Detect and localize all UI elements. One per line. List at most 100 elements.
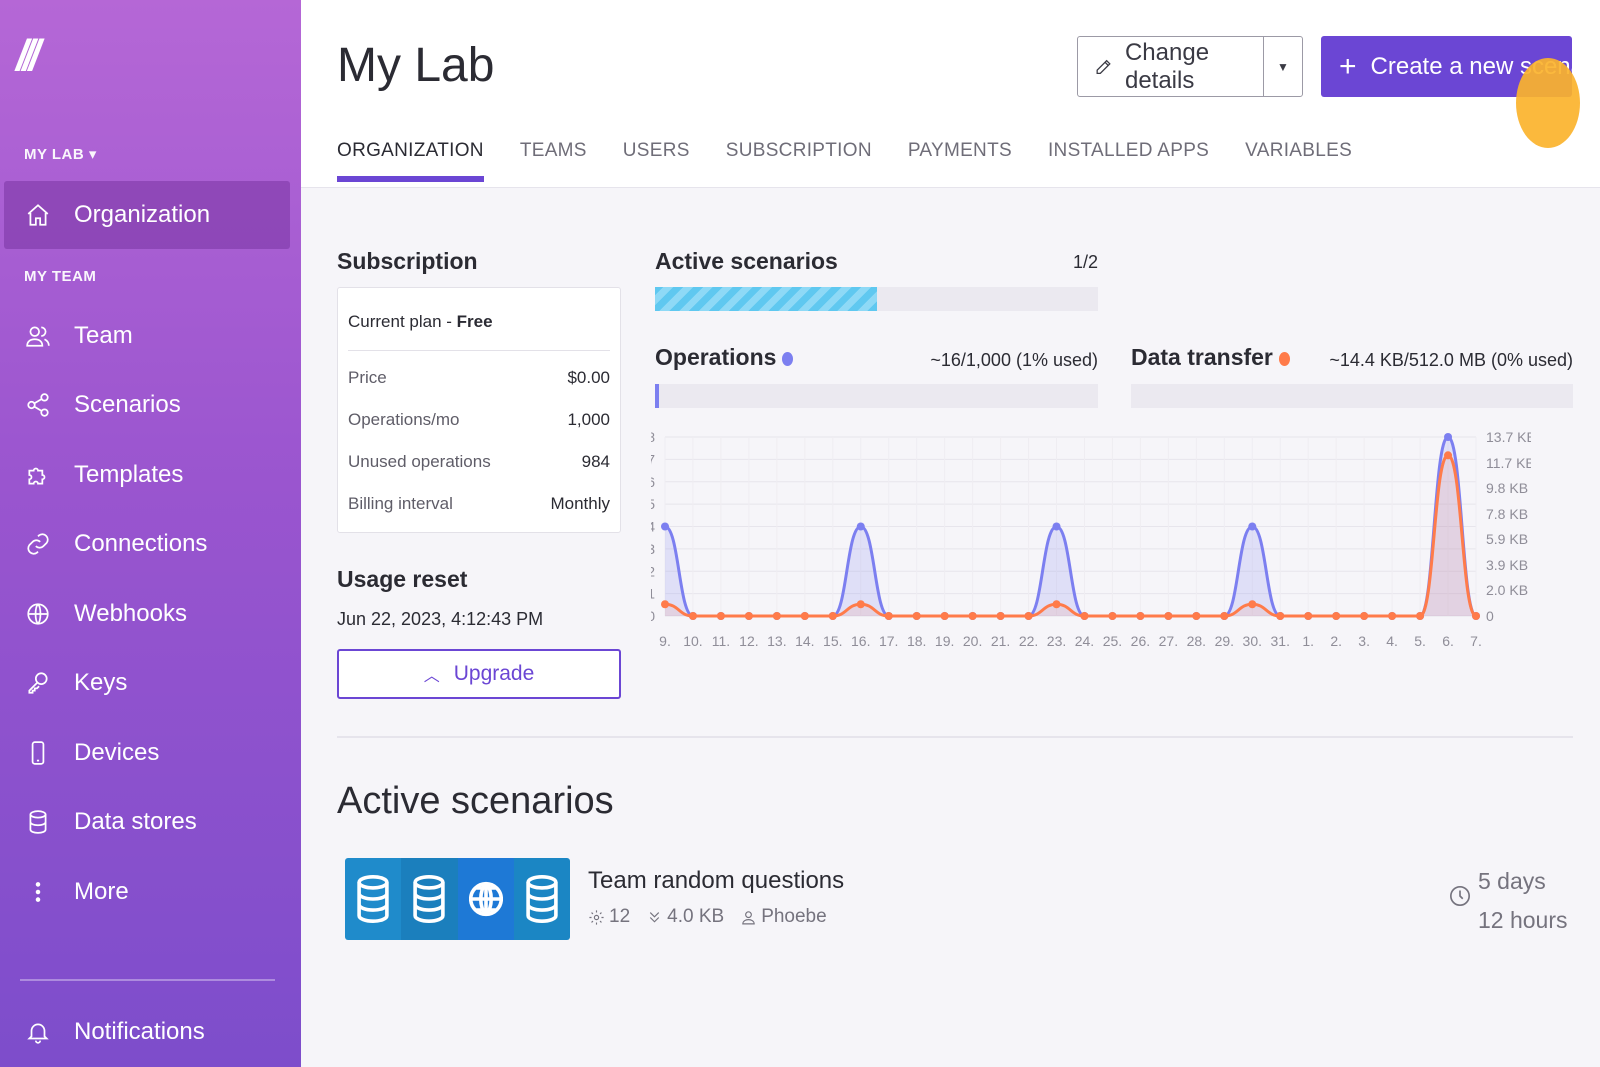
y-left-tick: 0 bbox=[651, 608, 655, 624]
operations-label: Operations bbox=[655, 344, 777, 370]
data-point bbox=[716, 612, 725, 620]
tab-installed-apps[interactable]: INSTALLED APPS bbox=[1047, 140, 1210, 161]
row-key: Price bbox=[348, 368, 387, 387]
x-tick: 18. bbox=[907, 633, 926, 649]
data-point bbox=[688, 612, 697, 620]
sidebar-item-notifications[interactable]: Notifications bbox=[4, 998, 290, 1066]
scenario-name[interactable]: Team random questions bbox=[588, 867, 845, 894]
data-point bbox=[1248, 522, 1257, 531]
x-tick: 4. bbox=[1386, 633, 1398, 649]
row-value: Monthly bbox=[550, 494, 610, 513]
x-tick: 29. bbox=[1215, 633, 1234, 649]
my-lab-switcher[interactable]: MY LAB ▾ bbox=[24, 146, 97, 163]
database-icon bbox=[401, 858, 458, 940]
change-details-button[interactable]: Change details ▼ bbox=[1077, 36, 1303, 97]
bell-icon bbox=[24, 1018, 52, 1046]
tab-subscription[interactable]: SUBSCRIPTION bbox=[725, 140, 872, 161]
subscription-heading: Subscription bbox=[337, 248, 478, 274]
sidebar-item-scenarios[interactable]: Scenarios bbox=[4, 371, 290, 439]
data-point bbox=[1388, 612, 1397, 620]
scenario-transfer: 4.0 KB bbox=[646, 906, 724, 928]
x-tick: 20. bbox=[963, 633, 982, 649]
data-transfer-label: Data transfer bbox=[1131, 344, 1273, 370]
data-point bbox=[1052, 522, 1061, 531]
data-point bbox=[1416, 612, 1425, 620]
x-tick: 19. bbox=[935, 633, 954, 649]
data-point bbox=[996, 612, 1005, 620]
sidebar-item-templates[interactable]: Templates bbox=[4, 441, 290, 509]
y-right-tick: 11.7 KB bbox=[1486, 455, 1531, 471]
tab-payments[interactable]: PAYMENTS bbox=[907, 140, 1012, 161]
data-transfer-legend-dot bbox=[1278, 351, 1290, 366]
series-area-operations bbox=[665, 437, 1476, 616]
x-tick: 13. bbox=[767, 633, 786, 649]
y-left-tick: 2 bbox=[651, 563, 655, 579]
operations-bar bbox=[655, 384, 1098, 408]
operations-bar-fill bbox=[655, 384, 660, 408]
x-tick: 2. bbox=[1330, 633, 1342, 649]
data-point bbox=[1304, 612, 1313, 620]
change-details-main[interactable]: Change details bbox=[1078, 37, 1264, 96]
globe-icon bbox=[24, 600, 52, 628]
data-point bbox=[1052, 600, 1061, 609]
data-point bbox=[772, 612, 781, 620]
y-left-tick: 3 bbox=[651, 541, 655, 557]
sidebar-item-label: Team bbox=[74, 322, 133, 349]
transfer-amount: 4.0 KB bbox=[667, 906, 725, 927]
sidebar-item-label: Scenarios bbox=[74, 391, 181, 418]
row-key: Unused operations bbox=[348, 452, 491, 471]
sidebar-item-webhooks[interactable]: Webhooks bbox=[4, 580, 290, 648]
cursor-highlight bbox=[1516, 58, 1580, 148]
database-icon bbox=[345, 858, 402, 940]
data-point bbox=[1220, 612, 1229, 620]
tab-organization[interactable]: ORGANIZATION bbox=[337, 140, 484, 182]
data-point bbox=[884, 612, 893, 620]
sidebar: /// MY LAB ▾ Organization MY TEAM Team S… bbox=[0, 0, 301, 1067]
y-right-tick: 9.8 KB bbox=[1486, 480, 1528, 496]
key-icon bbox=[24, 669, 52, 697]
x-tick: 12. bbox=[739, 633, 758, 649]
sidebar-item-team[interactable]: Team bbox=[4, 302, 290, 370]
sidebar-item-connections[interactable]: Connections bbox=[4, 510, 290, 578]
sidebar-item-label: Devices bbox=[74, 739, 160, 766]
puzzle-icon bbox=[24, 461, 52, 489]
clock-icon bbox=[1449, 885, 1471, 907]
row-value: 1,000 bbox=[567, 410, 610, 429]
scenario-meta: 12 4.0 KB Phoebe bbox=[588, 906, 843, 928]
scenario-modules[interactable] bbox=[345, 858, 570, 940]
sidebar-item-more[interactable]: More bbox=[4, 858, 290, 926]
sidebar-item-label: Keys bbox=[74, 669, 128, 696]
schedule-line-2: 12 hours bbox=[1478, 907, 1568, 933]
data-point bbox=[1108, 612, 1117, 620]
team-icon bbox=[24, 322, 52, 350]
data-point bbox=[661, 600, 669, 609]
share-icon bbox=[24, 391, 52, 419]
sidebar-item-data-stores[interactable]: Data stores bbox=[4, 788, 290, 856]
sidebar-item-keys[interactable]: Keys bbox=[4, 649, 290, 717]
x-tick: 5. bbox=[1414, 633, 1426, 649]
current-plan: Current plan - Free bbox=[348, 312, 493, 332]
scenario-operations: 12 bbox=[588, 906, 630, 928]
x-tick: 17. bbox=[879, 633, 898, 649]
sidebar-item-organization[interactable]: Organization bbox=[4, 181, 290, 249]
upgrade-button[interactable]: ︿ Upgrade bbox=[337, 649, 621, 699]
scenario-schedule: 5 days 12 hours bbox=[1478, 862, 1568, 940]
chevron-down-icon[interactable]: ▼ bbox=[1277, 59, 1289, 74]
make-logo[interactable]: /// bbox=[16, 31, 41, 80]
y-left-tick: 4 bbox=[651, 519, 655, 535]
tab-teams[interactable]: TEAMS bbox=[519, 140, 587, 161]
data-transfer-usage: ~14.4 KB/512.0 MB (0% used) bbox=[1329, 350, 1573, 370]
data-point bbox=[661, 522, 669, 531]
tab-variables[interactable]: VARIABLES bbox=[1245, 140, 1353, 161]
data-point bbox=[1472, 612, 1480, 620]
y-left-tick: 6 bbox=[651, 474, 655, 490]
tab-users[interactable]: USERS bbox=[622, 140, 690, 161]
plan-name: Free bbox=[456, 312, 493, 331]
sidebar-item-devices[interactable]: Devices bbox=[4, 719, 290, 787]
section-divider bbox=[337, 736, 1573, 738]
x-tick: 15. bbox=[823, 633, 842, 649]
active-scenarios-count: 1/2 bbox=[1072, 252, 1098, 272]
operations-usage: ~16/1,000 (1% used) bbox=[930, 350, 1098, 370]
sidebar-item-label: Organization bbox=[74, 201, 211, 228]
row-key: Operations/mo bbox=[348, 410, 460, 429]
